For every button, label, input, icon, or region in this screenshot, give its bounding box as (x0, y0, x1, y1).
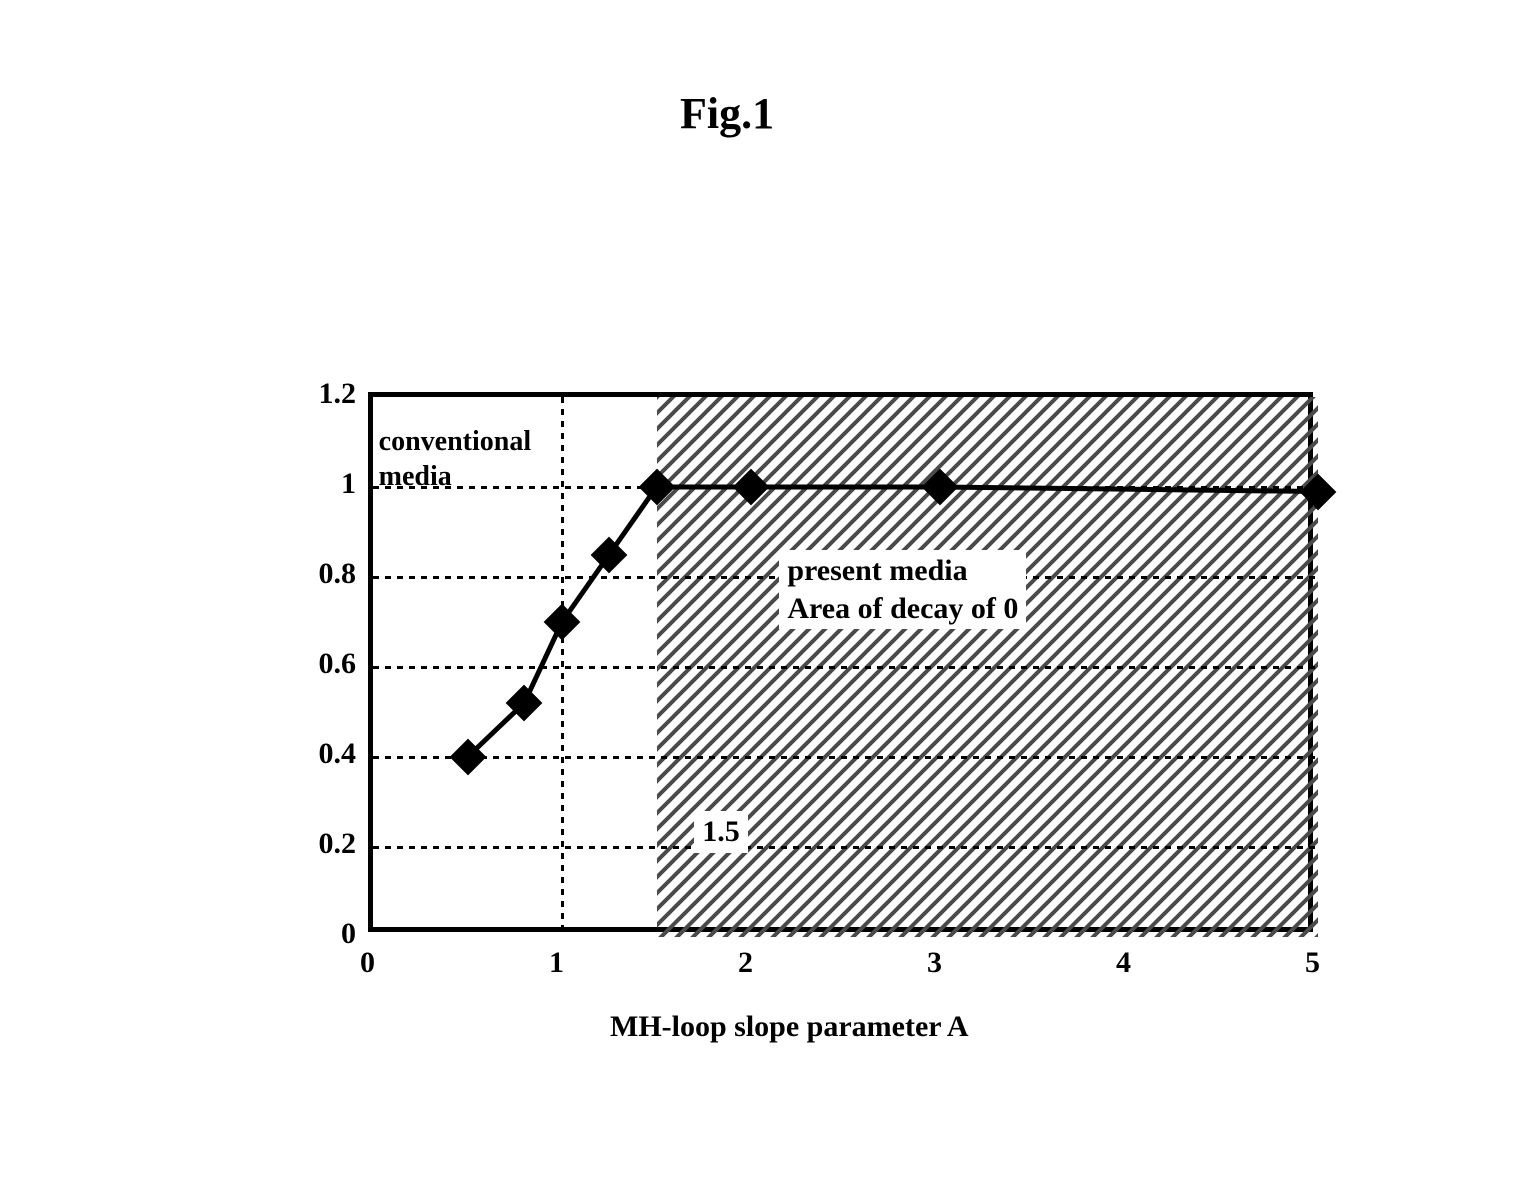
y-tick-label: 0 (341, 917, 356, 951)
x-tick-label: 1 (549, 946, 564, 980)
grid-line-h (373, 666, 1318, 669)
y-tick-label: 0.8 (319, 557, 357, 591)
y-tick-label: 0.2 (319, 827, 357, 861)
x-tick-label: 3 (927, 946, 942, 980)
plot-area: conventional media present media Area of … (368, 392, 1313, 932)
y-tick-label: 0.6 (319, 647, 357, 681)
figure-title: Fig.1 (680, 88, 774, 139)
data-marker (506, 685, 543, 722)
grid-line-h (373, 756, 1318, 759)
y-tick-label: 1 (341, 467, 356, 501)
data-marker (544, 604, 581, 641)
annotation-present: present media Area of decay of 0 (779, 550, 1026, 629)
grid-line-v (561, 397, 564, 937)
y-tick-label: 0.4 (319, 737, 357, 771)
data-marker (591, 536, 628, 573)
grid-line-h (373, 846, 1318, 849)
x-tick-label: 2 (738, 946, 753, 980)
x-axis-label: MH-loop slope parameter A (610, 1010, 969, 1044)
annotation-boundary: 1.5 (694, 811, 748, 853)
y-tick-label: 1.2 (319, 377, 357, 411)
data-marker (449, 739, 486, 776)
annotation-conventional: conventional media (379, 424, 531, 494)
x-tick-label: 4 (1116, 946, 1131, 980)
x-tick-label: 5 (1305, 946, 1320, 980)
x-tick-label: 0 (360, 946, 375, 980)
